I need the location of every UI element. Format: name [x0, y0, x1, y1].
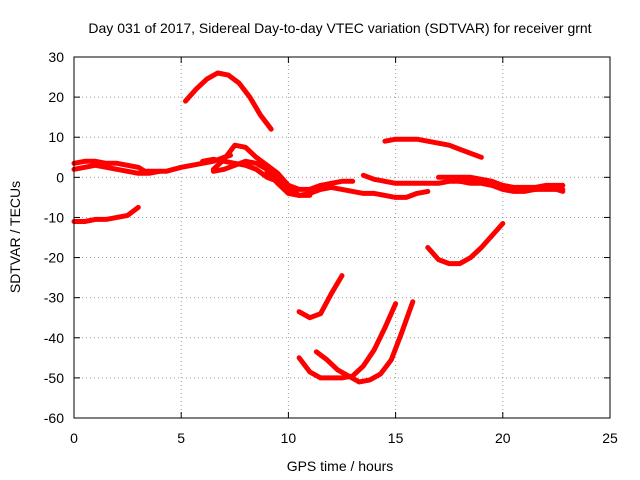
- x-tick-label: 5: [177, 430, 185, 446]
- series-line-arc-08: [264, 168, 431, 200]
- x-axis-title: GPS time / hours: [287, 458, 394, 474]
- x-tick-label: 15: [388, 430, 404, 446]
- series-line-arc-16: [457, 178, 566, 194]
- y-tick-label: 0: [56, 169, 64, 185]
- series-line-arc-14: [425, 221, 506, 267]
- y-tick-label: 10: [48, 129, 64, 145]
- x-tick-label: 25: [602, 430, 618, 446]
- y-tick-label: -50: [44, 370, 64, 386]
- x-tick-label: 10: [281, 430, 297, 446]
- y-tick-label: 30: [48, 49, 64, 65]
- series-line-arc-11: [313, 299, 416, 385]
- chart-title: Day 031 of 2017, Sidereal Day-to-day VTE…: [88, 20, 591, 36]
- y-tick-label: 20: [48, 89, 64, 105]
- y-tick-label: -60: [44, 410, 64, 426]
- plot-frame: [73, 56, 611, 419]
- series-line-arc-02: [71, 162, 163, 176]
- series-line-arc-13: [382, 136, 484, 160]
- x-tick-label: 20: [495, 430, 511, 446]
- data-series: [71, 70, 566, 385]
- series-line-arc-09: [296, 273, 345, 321]
- y-axis-title: SDTVAR / TECUs: [7, 181, 23, 293]
- axis-ticks: 0 5 10 15 20 25 -60 -50 -40 -30 -20 -10 0 10 20 30: [44, 49, 618, 446]
- y-tick-label: -30: [44, 290, 64, 306]
- y-tick-label: -20: [44, 250, 64, 266]
- series-line-arc-03: [71, 204, 141, 224]
- series-line-arc-04: [183, 70, 274, 132]
- y-tick-label: -40: [44, 330, 64, 346]
- x-tick-label: 0: [70, 430, 78, 446]
- series-line-arc-06: [210, 158, 313, 198]
- y-tick-label: -10: [44, 209, 64, 225]
